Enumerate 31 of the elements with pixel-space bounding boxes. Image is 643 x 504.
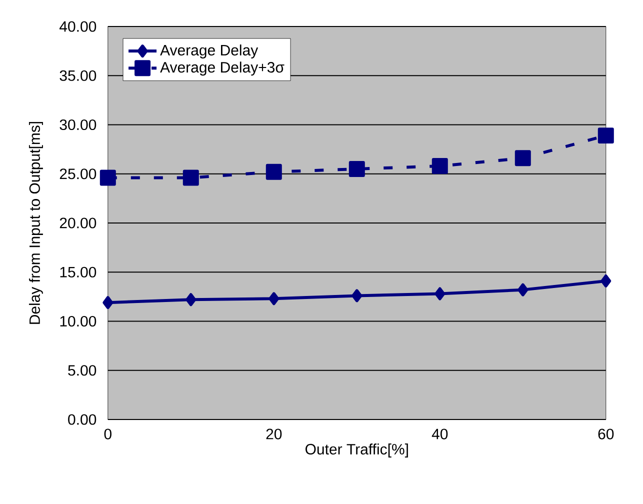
x-tick-label: 60 (598, 428, 614, 440)
y-tick-label: 10.00 (60, 316, 96, 327)
x-axis-title: Outer Traffic[%] (306, 444, 408, 458)
y-tick-label: 0.00 (68, 414, 96, 425)
point (266, 164, 282, 180)
x-tick-label: 0 (104, 428, 112, 440)
point (182, 170, 199, 186)
x-tick-label: 20 (266, 428, 282, 440)
point (434, 287, 446, 300)
point (102, 296, 114, 310)
point (518, 283, 528, 296)
y-tick-label: 40.00 (60, 21, 96, 32)
x-tick-label: 40 (432, 428, 448, 440)
point (268, 292, 280, 306)
y-tick-label: 25.00 (60, 168, 96, 180)
legend-label: Average Delay (160, 44, 258, 58)
y-tick-label: 5.00 (68, 365, 96, 376)
y-tick-label: 35.00 (60, 70, 96, 81)
point (598, 128, 614, 144)
point (432, 158, 448, 174)
y-tick-label: 15.00 (60, 266, 96, 278)
point (100, 170, 116, 186)
point (186, 293, 196, 306)
point (600, 274, 612, 288)
legend-label: Average Delay+3σ (160, 62, 284, 76)
y-tick-label: 20.00 (60, 218, 96, 228)
y-tick-label: 30.00 (60, 119, 96, 130)
point (514, 150, 531, 166)
point (348, 160, 365, 177)
point (352, 289, 362, 302)
y-axis-title: Delay from Input to Output[ms] (28, 122, 43, 324)
